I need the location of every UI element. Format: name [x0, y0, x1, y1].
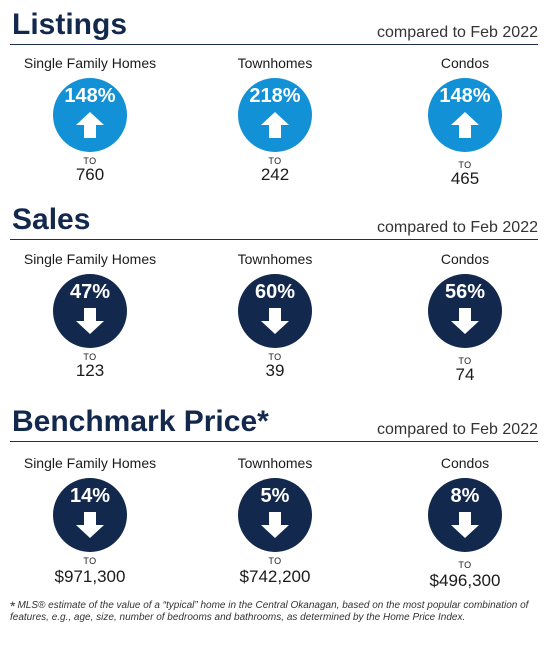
to-label: TO: [268, 156, 282, 166]
stat-townhomes: Townhomes 5% TO $742,200: [185, 455, 365, 586]
percent-change: 14%: [69, 485, 111, 507]
category-label: Single Family Homes: [23, 55, 157, 71]
change-badge: 56%: [428, 274, 502, 348]
change-badge: 5%: [238, 478, 312, 552]
arrow-up-icon: [76, 112, 104, 138]
stat-single-family-homes: Single Family Homes 148% TO 760: [0, 55, 180, 185]
arrow-up-icon: [451, 112, 479, 138]
arrow-down-icon: [451, 308, 479, 334]
section-title: Listings: [12, 8, 128, 41]
change-badge: 60%: [238, 274, 312, 348]
percent-change: 56%: [444, 281, 486, 303]
arrow-down-icon: [76, 308, 104, 334]
percent-change: 47%: [69, 281, 111, 303]
to-label: TO: [83, 352, 97, 362]
section-compare-label: compared to Feb 2022: [377, 24, 538, 41]
arrow-down-icon: [451, 512, 479, 538]
to-label: TO: [268, 556, 282, 566]
category-label: Townhomes: [237, 251, 313, 267]
percent-change: 218%: [249, 85, 301, 107]
percent-change: 5%: [260, 485, 290, 507]
stat-townhomes: Townhomes 218% TO 242: [185, 55, 365, 185]
stat-single-family-homes: Single Family Homes 14% TO $971,300: [0, 455, 180, 586]
percent-change: 8%: [450, 485, 480, 507]
percent-change: 148%: [64, 85, 116, 107]
to-label: TO: [83, 556, 97, 566]
change-badge: 218%: [238, 78, 312, 152]
to-label: TO: [268, 352, 282, 362]
category-label: Townhomes: [237, 55, 313, 71]
stat-value: $971,300: [54, 567, 126, 586]
percent-change: 60%: [254, 281, 296, 303]
arrow-down-icon: [261, 308, 289, 334]
category-label: Condos: [440, 55, 490, 71]
change-badge: 148%: [428, 78, 502, 152]
category-label: Condos: [440, 455, 490, 471]
footnote-text: MLS® estimate of the value of a “typical…: [10, 600, 529, 623]
to-label: TO: [458, 160, 472, 170]
section-header: Listings compared to Feb 2022: [10, 6, 538, 45]
section-title: Benchmark Price*: [12, 405, 269, 438]
stat-condos: Condos 8% TO $496,300: [375, 455, 550, 590]
to-label: TO: [458, 560, 472, 570]
footnote-star: *: [10, 598, 16, 614]
category-label: Condos: [440, 251, 490, 267]
change-badge: 14%: [53, 478, 127, 552]
section-title: Sales: [12, 203, 91, 236]
stat-condos: Condos 148% TO 465: [375, 55, 550, 188]
stat-value: 39: [265, 361, 285, 380]
stat-single-family-homes: Single Family Homes 47% TO 123: [0, 251, 180, 381]
section-compare-label: compared to Feb 2022: [377, 421, 538, 438]
to-label: TO: [458, 356, 472, 366]
stat-value: 123: [75, 361, 105, 380]
stat-value: 760: [75, 165, 105, 184]
stat-value: 242: [260, 165, 290, 184]
change-badge: 47%: [53, 274, 127, 348]
category-label: Single Family Homes: [23, 251, 157, 267]
change-badge: 148%: [53, 78, 127, 152]
arrow-up-icon: [261, 112, 289, 138]
stat-condos: Condos 56% TO 74: [375, 251, 550, 384]
percent-change: 148%: [439, 85, 491, 107]
stat-value: 74: [455, 365, 475, 384]
section-header: Sales compared to Feb 2022: [10, 201, 538, 240]
section-compare-label: compared to Feb 2022: [377, 219, 538, 236]
section-header: Benchmark Price* compared to Feb 2022: [10, 403, 538, 442]
category-label: Townhomes: [237, 455, 313, 471]
stat-value: $742,200: [239, 567, 311, 586]
stat-value: $496,300: [429, 571, 501, 590]
stat-townhomes: Townhomes 60% TO 39: [185, 251, 365, 381]
arrow-down-icon: [261, 512, 289, 538]
change-badge: 8%: [428, 478, 502, 552]
footnote: * MLS® estimate of the value of a “typica…: [10, 598, 540, 624]
category-label: Single Family Homes: [23, 455, 157, 471]
stat-value: 465: [450, 169, 480, 188]
to-label: TO: [83, 156, 97, 166]
arrow-down-icon: [76, 512, 104, 538]
